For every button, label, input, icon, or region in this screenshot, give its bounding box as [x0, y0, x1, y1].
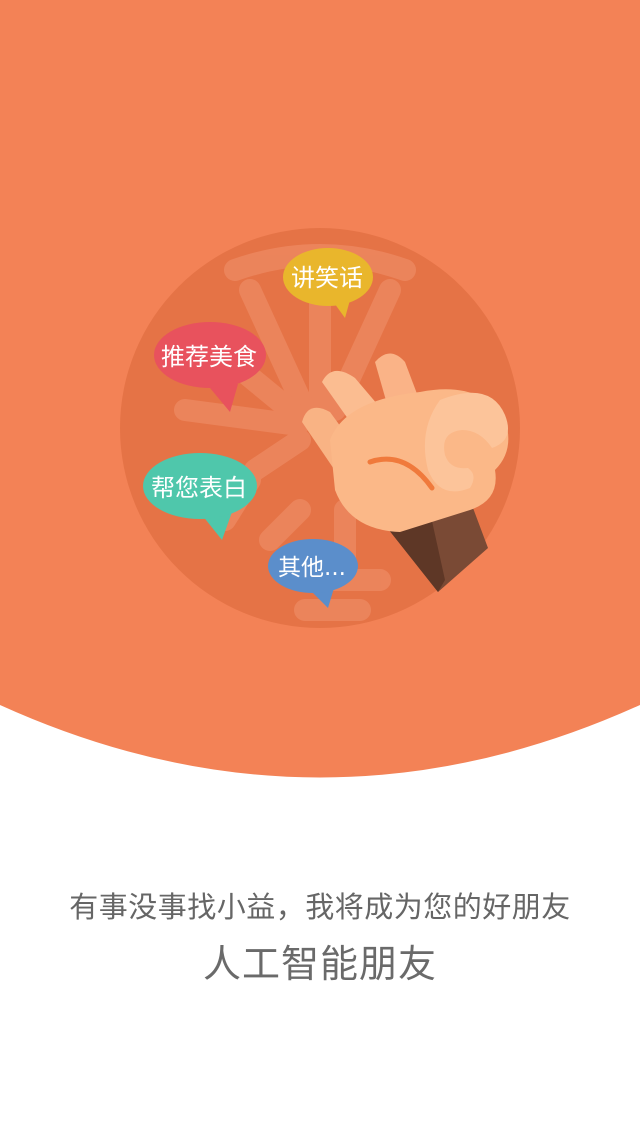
tagline-subtitle: 有事没事找小益，我将成为您的好朋友: [69, 890, 571, 924]
bubble-confess[interactable]: 帮您表白: [143, 453, 257, 540]
hero-illustration: 讲笑话 推荐美食 帮您表白 其他...: [0, 0, 640, 778]
bubble-other-label: 其他...: [278, 555, 346, 581]
bubble-food[interactable]: 推荐美食: [154, 322, 266, 412]
bubble-joke-label: 讲笑话: [291, 264, 363, 292]
ok-hand-icon: [302, 353, 509, 592]
bubble-food-label: 推荐美食: [161, 343, 257, 371]
bubble-other[interactable]: 其他...: [268, 539, 358, 608]
tagline-title: 人工智能朋友: [202, 942, 437, 986]
bubble-confess-label: 帮您表白: [151, 474, 247, 502]
bubble-joke[interactable]: 讲笑话: [283, 248, 373, 318]
